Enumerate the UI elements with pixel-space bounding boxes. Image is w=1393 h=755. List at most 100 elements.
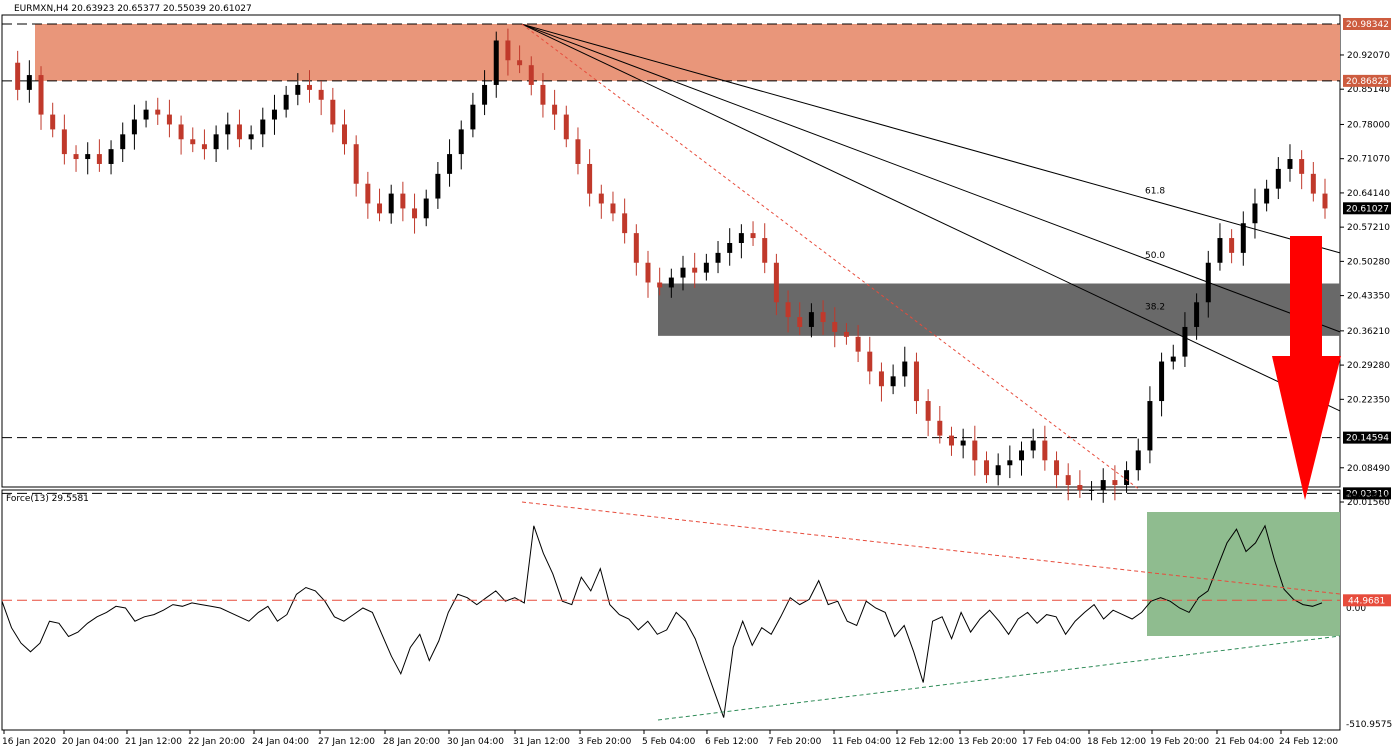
candle-body [1019,450,1025,461]
y-tick-label: 20.29280 [1347,361,1390,371]
candle-body [96,154,102,164]
candle-body [995,465,1001,476]
x-tick-label: 30 Jan 04:00 [447,737,504,747]
candle-body [248,134,254,140]
candle-body [166,114,172,125]
candle-body [353,144,359,184]
candle-body [1275,168,1281,189]
candle-body [400,193,406,209]
y-tick-label: 20.71070 [1347,155,1390,165]
candle-body [388,193,394,214]
candle-body [260,119,266,135]
price-level-tag [1343,17,1391,30]
candle-body [808,312,814,327]
candle-body [1299,159,1305,174]
candle-body [108,149,114,164]
x-tick-label: 5 Feb 04:00 [642,737,696,747]
candle-body [342,124,348,145]
y-tick-label: 20.50280 [1347,257,1390,267]
candle-body [587,163,593,194]
force-y-tick-label: 496.3964 [1346,492,1389,502]
force-y-tick-label: 0.00 [1346,604,1366,614]
y-tick-label: 20.78000 [1347,120,1390,130]
candle-body [633,233,639,263]
candle-body [738,233,744,243]
candle-body [972,440,978,461]
x-tick-label: 16 Jan 2020 [2,737,56,747]
y-tick-label: 20.57210 [1347,223,1390,233]
candle-body [610,203,616,214]
candle-body [703,262,709,273]
candle-body [1100,480,1106,490]
force-level-tag [1343,594,1391,607]
candle-body [435,173,441,199]
candle-body [797,317,803,327]
candle-body [1054,460,1060,476]
fan-line-38-2 [521,23,1341,412]
x-tick-label: 6 Feb 12:00 [705,737,759,747]
force-support-trendline [657,635,1341,721]
candle-body [201,144,207,150]
force-highlight-zone [1147,512,1340,636]
x-tick-label: 17 Feb 04:00 [1022,737,1081,747]
candle-body [960,440,966,446]
x-tick-label: 11 Feb 04:00 [832,737,891,747]
x-tick-label: 24 Jan 04:00 [252,737,309,747]
x-tick-label: 21 Jan 12:00 [125,737,182,747]
candle-body [377,203,383,214]
candle-body [1030,440,1036,451]
candle-body [1182,326,1188,357]
candle-body [1264,188,1270,204]
candle-body [365,183,371,204]
candle-body [15,62,21,90]
candle-body [318,89,324,100]
x-tick-label: 21 Feb 04:00 [1215,737,1274,747]
force-y-tick-label: -510.9575 [1346,720,1392,730]
candle-body [913,361,919,402]
price-level-tag-label: 20.86825 [1346,77,1389,87]
y-tick-label: 20.43350 [1347,292,1390,302]
candle-body [50,114,56,130]
candle-body [727,242,733,253]
chart-symbol-header: EURMXN,H4 20.63923 20.65377 20.55039 20.… [14,4,252,14]
forecast-arrow-shaft [1290,236,1322,356]
candle-body [73,154,79,160]
y-tick-label: 20.36210 [1347,327,1390,337]
current-price-tag [1343,202,1391,215]
y-tick-label: 20.64140 [1347,189,1390,199]
candle-body [306,84,312,90]
candle-body [458,129,464,155]
x-tick-label: 7 Feb 20:00 [768,737,822,747]
candle-body [552,104,558,115]
candle-body [1077,485,1083,490]
price-level-tag [1343,487,1391,500]
candle-body [412,208,418,219]
candle-body [178,124,184,140]
candle-body [283,94,289,110]
fan-label: 61.8 [1145,187,1165,197]
candle-body [1159,361,1165,402]
candle-body [131,119,137,135]
candle-body [598,193,604,204]
candle-body [85,154,91,160]
candle-body [493,40,499,85]
candle-body [213,134,219,150]
candle-body [785,302,791,318]
candle-body [1322,193,1328,209]
candle-body [715,252,721,263]
candle-body [902,361,908,377]
force-level-tag-label: 44.9681 [1348,596,1385,606]
x-tick-label: 27 Jan 12:00 [318,737,375,747]
candle-body [225,124,231,135]
y-tick-label: 20.22350 [1347,395,1390,405]
candle-body [1287,159,1293,169]
candle-body [750,233,756,239]
force-series-line [1,524,1323,718]
main-panel-frame [1,14,1341,488]
candle-body [1229,238,1235,253]
force-panel-frame [1,489,1341,731]
fan-label: 50.0 [1145,251,1165,261]
candle-body [540,84,546,105]
candle-body [867,351,873,372]
x-tick-label: 3 Feb 20:00 [578,737,632,747]
